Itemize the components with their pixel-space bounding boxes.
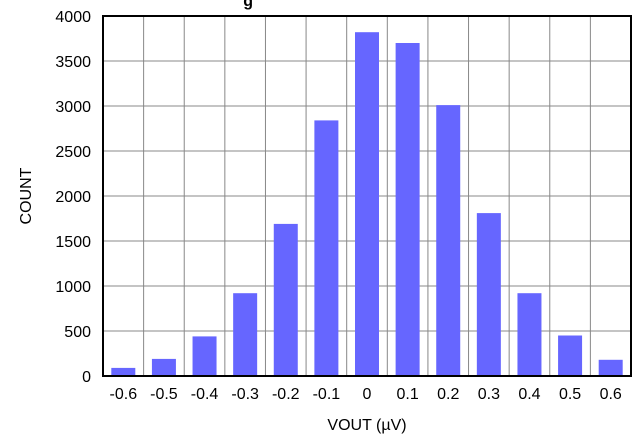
x-tick-label: 0.5 [559, 386, 581, 403]
bar [436, 105, 461, 376]
x-tick-label: 0 [363, 386, 372, 403]
y-tick-labels: 0 500 1000 1500 2000 2500 3000 3500 4000 [55, 9, 91, 386]
bar [395, 43, 420, 376]
y-tick-label: 2000 [55, 189, 91, 206]
x-tick-label: -0.2 [272, 386, 300, 403]
x-tick-label: -0.3 [231, 386, 259, 403]
bar [151, 358, 176, 376]
y-tick-label: 4000 [55, 9, 91, 26]
y-tick-label: 3000 [55, 99, 91, 116]
bar [192, 336, 217, 376]
bar [476, 213, 501, 376]
x-tick-label: 0.6 [600, 386, 622, 403]
y-tick-label: 3500 [55, 54, 91, 71]
x-tick-labels: -0.6 -0.5 -0.4 -0.3 -0.2 -0.1 0 0.1 0.2 0.3 0.4 0.5… [110, 386, 622, 403]
bar [558, 335, 583, 376]
x-tick-label: -0.5 [150, 386, 178, 403]
bar [314, 120, 339, 377]
x-axis-label: VOUT (µV) [327, 417, 406, 434]
y-tick-label: 500 [64, 324, 91, 341]
chart-title: g [243, 0, 253, 10]
x-tick-label: 0.2 [437, 386, 459, 403]
x-tick-label: -0.4 [191, 386, 219, 403]
x-tick-label: 0.4 [518, 386, 540, 403]
x-tick-label: -0.6 [110, 386, 138, 403]
y-tick-label: 1500 [55, 234, 91, 251]
plot-frame [102, 15, 632, 377]
bars [111, 32, 623, 377]
y-tick-label: 0 [82, 369, 91, 386]
x-tick-label: -0.1 [313, 386, 341, 403]
x-tick-label: 0.1 [396, 386, 418, 403]
x-tick-label: 0.3 [478, 386, 500, 403]
bar [273, 223, 298, 376]
bar [233, 293, 258, 376]
y-tick-label: 2500 [55, 144, 91, 161]
bar [111, 367, 136, 376]
bar [598, 359, 623, 376]
bar [355, 32, 379, 376]
y-axis-label: COUNT [18, 167, 35, 224]
bar [517, 293, 542, 376]
y-tick-label: 1000 [55, 279, 91, 296]
